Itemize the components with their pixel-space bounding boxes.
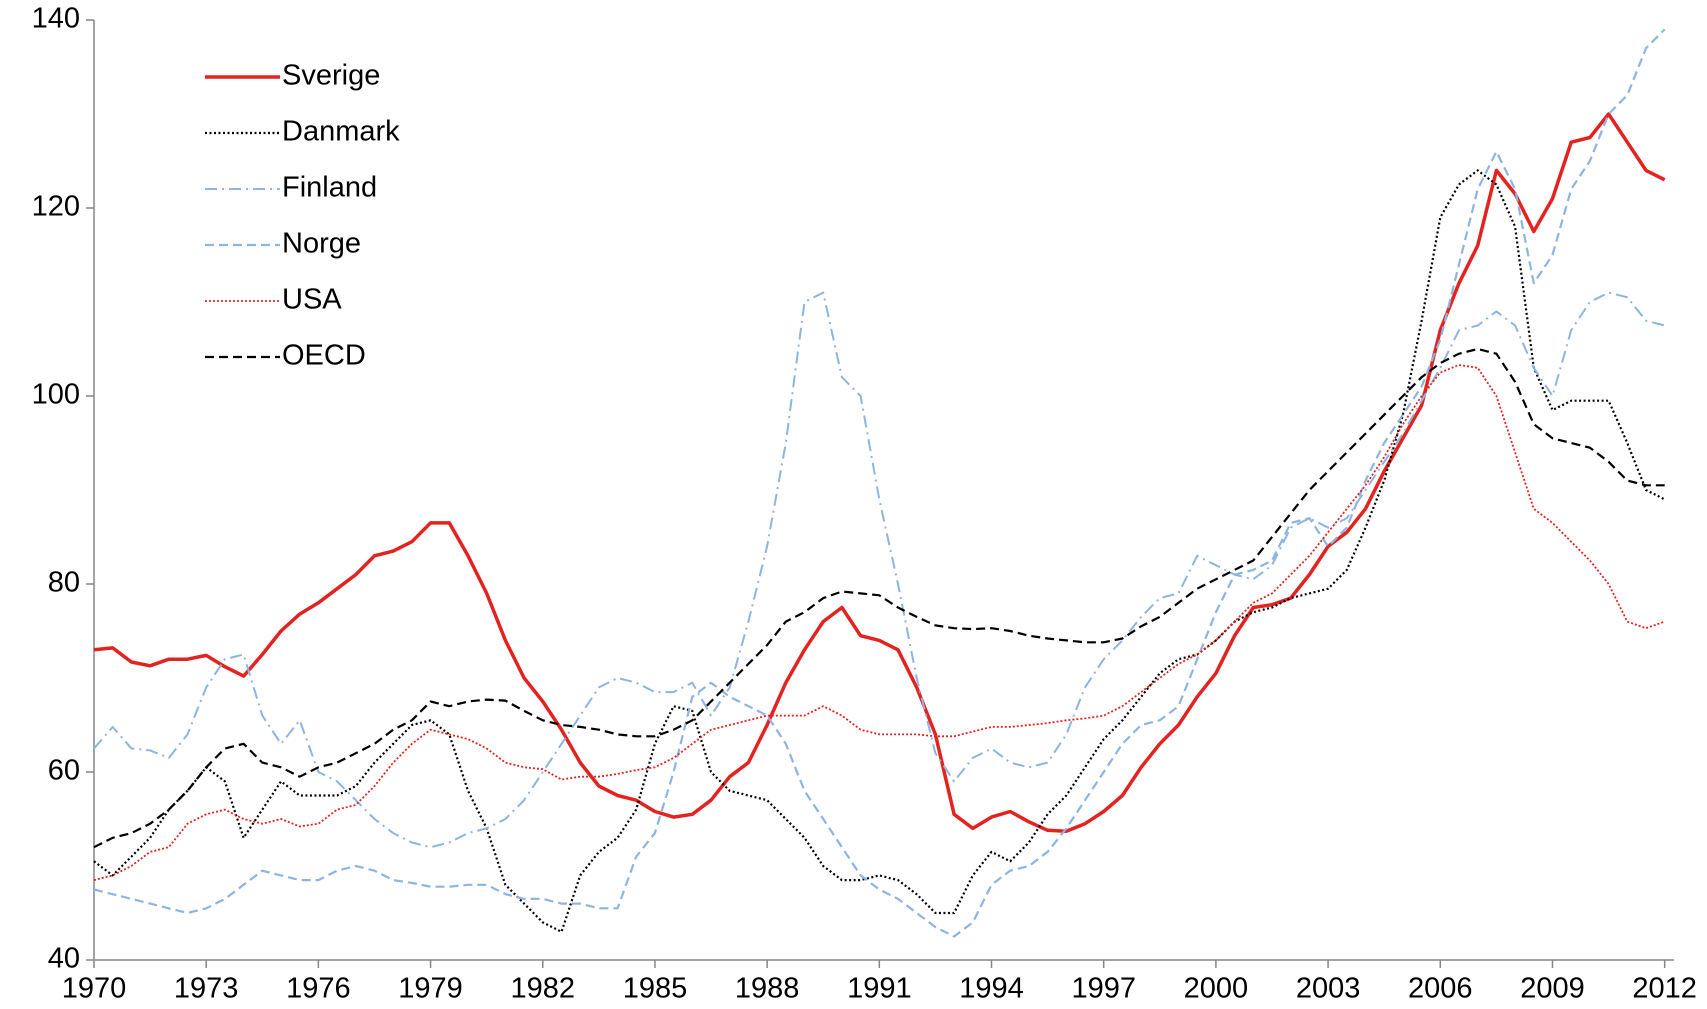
x-tick-label: 1988 [735, 973, 800, 1005]
x-tick-label: 2012 [1632, 973, 1697, 1005]
legend-label: Finland [282, 172, 377, 204]
x-tick-label: 1976 [286, 973, 351, 1005]
y-tick-label: 120 [32, 191, 80, 223]
legend-label: Danmark [282, 116, 400, 148]
x-tick-label: 1985 [623, 973, 688, 1005]
x-tick-label: 2006 [1408, 973, 1473, 1005]
y-tick-label: 40 [48, 943, 80, 975]
legend-label: OECD [282, 340, 366, 372]
legend-label: Norge [282, 228, 361, 260]
x-tick-label: 1997 [1071, 973, 1136, 1005]
x-tick-label: 1994 [959, 973, 1024, 1005]
series-line [93, 291, 1665, 849]
series-line [93, 28, 1666, 938]
x-tick-label: 1982 [510, 973, 575, 1005]
y-tick-label: 60 [48, 755, 80, 787]
series-line [93, 347, 1665, 849]
legend-label: USA [282, 284, 342, 316]
x-tick-label: 1991 [847, 973, 912, 1005]
legend-label: Sverige [282, 60, 380, 92]
x-tick-label: 1979 [398, 973, 463, 1005]
x-tick-label: 2009 [1520, 973, 1585, 1005]
x-tick-label: 1973 [174, 973, 239, 1005]
x-tick-label: 2003 [1296, 973, 1361, 1005]
series-line [93, 112, 1666, 833]
x-tick-label: 2000 [1184, 973, 1249, 1005]
x-tick-label: 1970 [62, 973, 127, 1005]
y-tick-label: 140 [32, 3, 80, 35]
series-line [93, 364, 1665, 881]
y-tick-label: 100 [32, 379, 80, 411]
y-tick-label: 80 [48, 567, 80, 599]
